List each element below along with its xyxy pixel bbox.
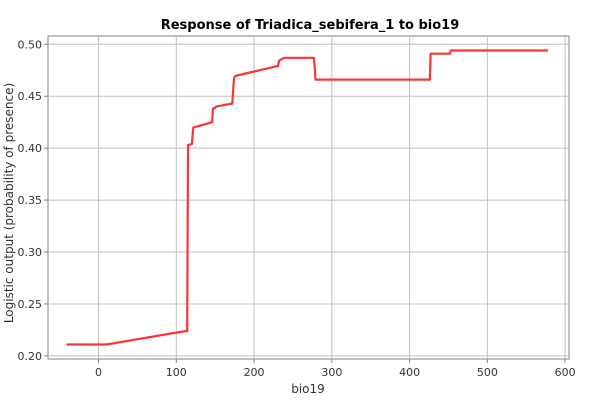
x-tick-label: 300 <box>321 366 342 379</box>
y-axis: 0.20 0.25 0.30 0.35 0.40 0.45 0.50 <box>18 38 48 363</box>
plot-area <box>47 35 570 360</box>
series-layer <box>66 49 549 346</box>
grid-lines <box>48 36 569 359</box>
x-tick-label: 400 <box>399 366 420 379</box>
y-tick-label: 0.35 <box>18 194 43 207</box>
chart-title: Response of Triadica_sebifera_1 to bio19 <box>161 18 460 33</box>
y-tick-label: 0.25 <box>18 298 43 311</box>
x-tick-label: 500 <box>477 366 498 379</box>
response-line <box>66 49 549 346</box>
x-tick-label: 100 <box>166 366 187 379</box>
y-tick-label: 0.50 <box>18 38 43 51</box>
y-tick-label: 0.30 <box>18 246 43 259</box>
y-tick-label: 0.45 <box>18 90 43 103</box>
y-tick-label: 0.20 <box>18 350 43 363</box>
x-axis: 0 100 200 300 400 500 600 <box>95 359 576 379</box>
y-axis-label: Logistic output (probability of presence… <box>2 83 16 323</box>
x-tick-label: 0 <box>95 366 102 379</box>
x-axis-label: bio19 <box>291 382 325 396</box>
x-tick-label: 200 <box>244 366 265 379</box>
y-tick-label: 0.40 <box>18 142 43 155</box>
x-tick-label: 600 <box>555 366 576 379</box>
